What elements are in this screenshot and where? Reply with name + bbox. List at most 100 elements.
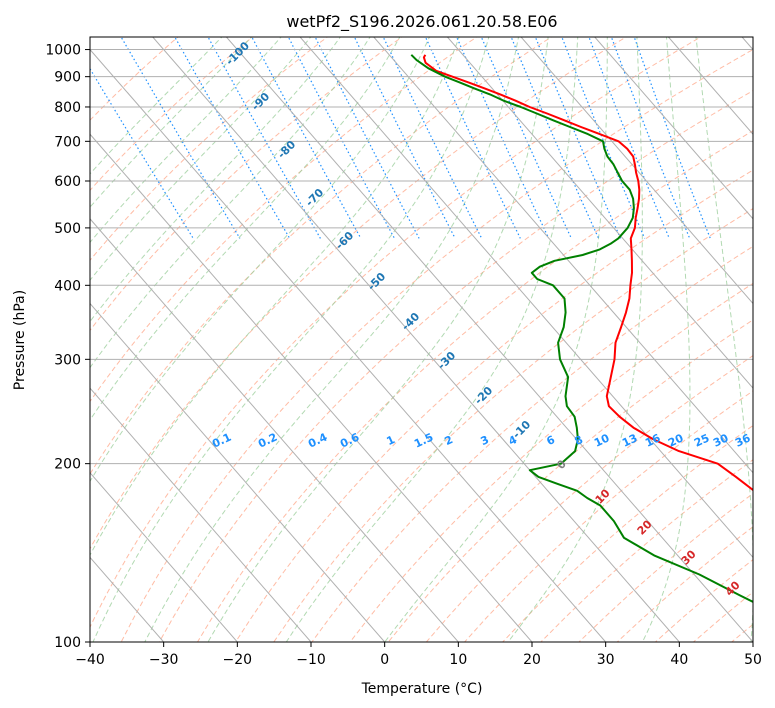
moist-adiabat-line: [90, 37, 312, 282]
dry-adiabat-label: -30: [435, 349, 458, 372]
dry-adiabat-label: -70: [303, 186, 326, 209]
mixing-ratio-line: [510, 37, 600, 239]
isotherm-gridline: [90, 48, 607, 642]
mixing-ratio-label: 1: [385, 433, 397, 448]
isotherm-gridline: [447, 37, 753, 389]
x-tick-label: 40: [670, 652, 688, 668]
dry-adiabat-line: [463, 390, 753, 642]
mixing-ratio-line: [251, 37, 362, 239]
moist-adiabat-line: [92, 37, 490, 642]
mixing-ratio-labels: 0.1 0.2 0.4 0.6 1 1.5 2 3 4 6 8 10 13 16 20 25 30 36: [210, 430, 753, 450]
dry-adiabat-line: [738, 35, 775, 670]
x-axis-ticks: −40 −30 −20 −10 0 10 20 30 40 50: [75, 642, 762, 668]
mixing-ratio-label: 13: [620, 431, 639, 449]
mixing-ratio-line: [382, 37, 483, 239]
background-lines: [90, 35, 775, 670]
mixing-ratio-line: [314, 37, 420, 239]
x-axis-title: Temperature (°C): [361, 681, 483, 697]
moist-adiabat-line: [90, 37, 282, 244]
y-tick-label: 400: [54, 278, 81, 294]
isotherm-gridline: [90, 471, 238, 642]
mixing-ratio-line: [90, 67, 194, 239]
dry-adiabat-label: 30: [679, 547, 699, 567]
mixing-ratio-label: 0.6: [338, 430, 361, 450]
dry-adiabat-line: [349, 282, 753, 642]
isotherm-grid: [90, 37, 753, 642]
dry-adiabat-line: [196, 130, 753, 642]
isotherm-gridline: [373, 37, 753, 474]
chart-title: wetPf2_S196.2026.061.20.58.E06: [286, 12, 557, 32]
mixing-ratio-line: [561, 37, 646, 239]
isotherm-gridline: [90, 218, 459, 642]
y-axis-ticks: 1000 900 800 700 600 500 400 300 200 100: [45, 43, 90, 651]
mixing-ratio-label: 3: [479, 433, 491, 448]
mixing-ratio-label: 0.1: [210, 431, 233, 451]
x-tick-label: −30: [149, 652, 179, 668]
mixing-ratio-label: 2: [443, 433, 455, 448]
mixing-ratio-line: [207, 37, 321, 239]
x-tick-label: 0: [380, 652, 389, 668]
isotherm-gridline: [594, 37, 753, 220]
mixing-ratio-line: [287, 37, 396, 239]
dry-adiabat-line: [692, 591, 753, 642]
y-tick-label: 700: [54, 134, 81, 150]
isotherm-gridline: [90, 302, 386, 642]
dry-adiabat-line: [120, 49, 753, 642]
isotherm-gridline: [668, 37, 753, 135]
mixing-ratio-line: [424, 37, 521, 239]
mixing-ratio-label: 6: [545, 433, 558, 448]
x-tick-label: −40: [75, 652, 105, 668]
mixing-ratio-label: 10: [592, 431, 612, 449]
moist-adiabat-line: [90, 37, 223, 175]
dry-adiabat-line: [90, 37, 329, 262]
moist-adiabat-line: [90, 37, 431, 483]
mixing-ratio-line: [455, 37, 550, 239]
moist-adiabat-line: [90, 37, 401, 421]
mixing-ratio-line: [480, 37, 572, 239]
dewpoint-profile-line: [410, 54, 753, 603]
y-tick-label: 1000: [45, 43, 81, 59]
dry-adiabat-line: [158, 90, 753, 642]
dry-adiabat-line: [235, 169, 753, 642]
dry-adiabat-label: -90: [249, 90, 272, 113]
x-tick-label: 10: [449, 652, 467, 668]
mixing-ratio-line: [588, 37, 670, 239]
y-tick-label: 600: [54, 174, 81, 190]
temperature-profile-line: [422, 54, 753, 492]
x-tick-label: 30: [597, 652, 615, 668]
dry-adiabat-line: [540, 459, 753, 642]
y-tick-label: 300: [54, 352, 81, 368]
moist-adiabat-line: [695, 37, 753, 642]
mixing-ratio-label: 0.4: [306, 430, 329, 450]
x-tick-label: −10: [296, 652, 326, 668]
y-tick-label: 200: [54, 457, 81, 473]
mixing-ratio-line: [534, 37, 622, 239]
dry-adiabat-label: -100: [223, 39, 252, 68]
mixing-ratio-label: 0.2: [256, 431, 279, 451]
dry-adiabat-line: [730, 623, 753, 642]
dry-adiabat-label: -20: [472, 384, 495, 407]
mixing-ratio-line: [610, 37, 691, 239]
y-tick-label: 500: [54, 221, 81, 237]
mixing-ratio-label: 16: [643, 431, 663, 449]
dry-adiabat-line: [90, 37, 702, 629]
plot-frame: [89, 36, 754, 643]
isobar-grid: [90, 49, 753, 642]
isotherm-gridline: [152, 37, 680, 642]
mixing-ratio-label: 36: [733, 431, 753, 449]
moist-adiabat-line: [90, 37, 253, 208]
isotherm-gridline: [90, 133, 533, 642]
moist-adiabat-line: [90, 37, 342, 323]
dry-adiabat-line: [90, 37, 254, 192]
mixing-ratio-line: [174, 37, 291, 239]
isotherm-gridline: [226, 37, 753, 642]
x-tick-label: −20: [223, 652, 253, 668]
x-tick-label: 50: [744, 652, 762, 668]
x-tick-label: 20: [523, 652, 541, 668]
mixing-ratio-line: [353, 37, 456, 239]
mixing-ratio-line: [120, 37, 241, 239]
dry-adiabat-line: [616, 526, 753, 642]
mixing-ratio-label: 30: [711, 431, 731, 449]
